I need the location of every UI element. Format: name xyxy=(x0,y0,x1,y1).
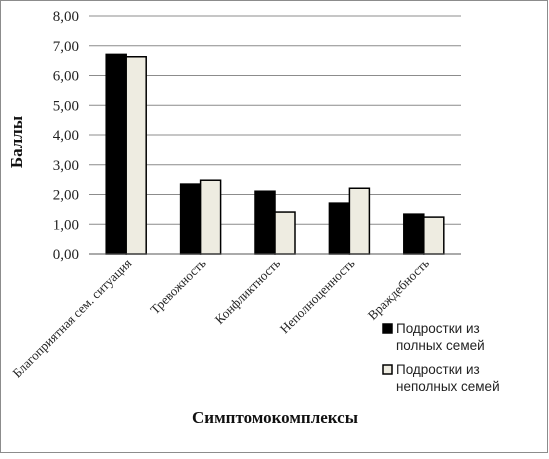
y-tick-label: 2,00 xyxy=(53,188,79,204)
y-tick-label: 0,00 xyxy=(53,247,79,263)
bars xyxy=(89,53,461,255)
bar-full-families xyxy=(328,202,351,255)
y-tick-label: 4,00 xyxy=(53,128,79,144)
x-axis-title: Симптомокомплексы xyxy=(192,408,358,427)
bar-incomplete-families xyxy=(274,211,296,255)
legend-swatch xyxy=(382,323,393,334)
y-tick-label: 8,00 xyxy=(53,9,79,25)
legend-swatch xyxy=(382,364,393,375)
y-axis-ticks: 0,00 1,00 2,00 3,00 4,00 5,00 6,00 7,00 8,00 xyxy=(53,9,79,263)
bar-full-families xyxy=(179,183,202,255)
y-axis-title: Баллы xyxy=(7,116,26,168)
y-tick-label: 5,00 xyxy=(53,98,79,114)
y-tick-label: 7,00 xyxy=(53,39,79,55)
legend: Подростки из полных семей Подростки из непо… xyxy=(382,321,500,394)
y-tick-label: 1,00 xyxy=(53,217,79,233)
legend-label: Подростки из полных семей xyxy=(396,321,485,353)
bar-incomplete-families xyxy=(199,179,222,255)
y-tick-label: 3,00 xyxy=(53,158,79,174)
bar-incomplete-families xyxy=(348,187,371,255)
y-tick-label: 6,00 xyxy=(53,69,79,85)
bar-full-families xyxy=(403,213,425,255)
bar-full-families xyxy=(254,190,276,255)
bar-incomplete-families xyxy=(125,56,147,255)
bar-incomplete-families xyxy=(423,216,445,255)
bar-full-families xyxy=(105,53,127,255)
legend-label: Подростки из неполных семей xyxy=(396,362,500,394)
